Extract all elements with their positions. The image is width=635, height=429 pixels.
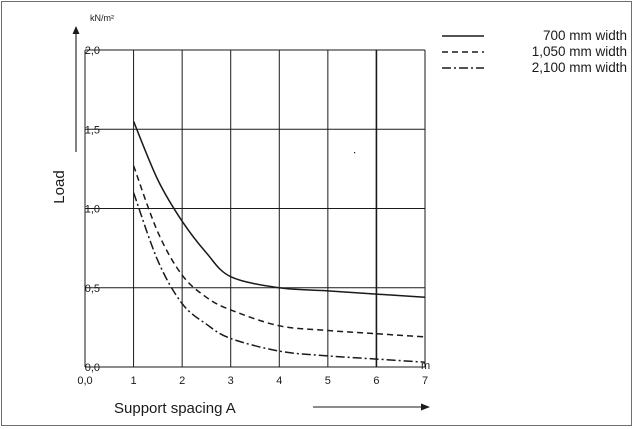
x-tick-label: 3 [228, 375, 234, 387]
legend-label: 1,050 mm width [532, 44, 627, 59]
y-tick-label: 2,0 [85, 45, 100, 57]
y-tick-labels: 0,0 0,5 1,0 1,5 2,0 [85, 45, 100, 374]
x-axis-title: Support spacing A [114, 400, 236, 417]
y-axis-title: Load [51, 170, 68, 203]
x-tick-label: 0,0 [77, 375, 92, 387]
series-line-dashed [132, 165, 426, 338]
grid [84, 49, 426, 368]
y-tick-label: 0,0 [85, 362, 100, 374]
x-tick-label: 4 [276, 375, 282, 387]
x-tick-label: 6 [373, 375, 379, 387]
x-tick-label: 7 [422, 375, 428, 387]
series-line-dash-dot [132, 192, 426, 363]
y-tick-label: 0,5 [85, 283, 100, 295]
legend-label: 700 mm width [543, 28, 627, 43]
x-arrow-head [421, 403, 430, 411]
x-tick-labels: 0,0 1 2 3 4 5 6 7 [77, 375, 428, 387]
y-tick-label: 1,0 [85, 204, 100, 216]
x-unit-label: m [421, 360, 430, 372]
x-tick-label: 2 [179, 375, 185, 387]
y-arrow-head [72, 26, 80, 34]
series-group [132, 121, 426, 363]
legend-label: 2,100 mm width [532, 60, 627, 75]
series-line-solid [132, 121, 426, 299]
x-tick-label: 1 [131, 375, 137, 387]
y-unit-label: kN/m² [90, 13, 114, 23]
stray-dot [354, 152, 356, 154]
x-tick-label: 5 [325, 375, 331, 387]
y-tick-label: 1,5 [85, 124, 100, 136]
